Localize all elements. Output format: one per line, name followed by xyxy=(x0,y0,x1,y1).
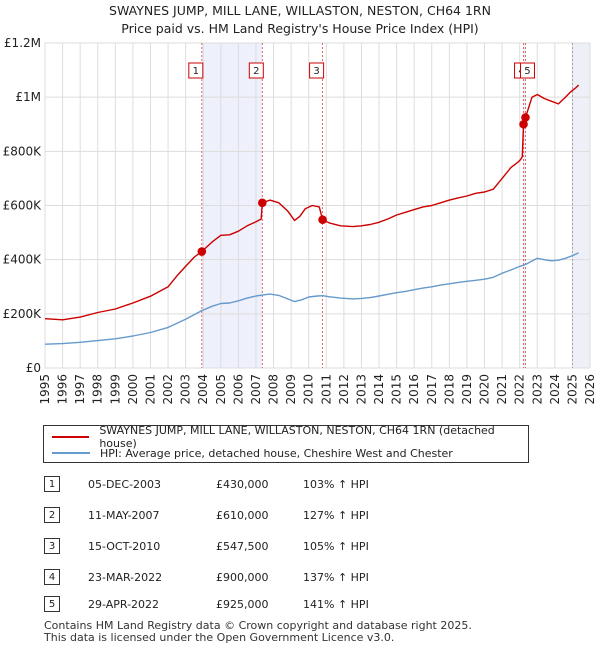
sale-marker-label: 2 xyxy=(253,66,259,77)
sale-point xyxy=(197,247,207,256)
sale-price: £610,000 xyxy=(216,509,269,522)
sale-number-badge: 5 xyxy=(44,596,60,612)
table-row: 2 11-MAY-2007 £610,000 127% ↑ HPI xyxy=(44,507,444,525)
footer-line-1: Contains HM Land Registry data © Crown c… xyxy=(44,619,472,632)
x-tick-label: 2021 xyxy=(495,374,509,405)
sale-point xyxy=(257,198,267,208)
x-tick-label: 2026 xyxy=(583,374,597,405)
x-tick-label: 2023 xyxy=(530,374,544,405)
sale-date: 23-MAR-2022 xyxy=(88,571,163,584)
x-tick-label: 2018 xyxy=(442,374,456,405)
sale-hpi-change: 141% ↑ HPI xyxy=(303,598,369,611)
title-line-1: SWAYNES JUMP, MILL LANE, WILLASTON, NEST… xyxy=(109,3,491,18)
x-tick-label: 2004 xyxy=(196,374,210,405)
sale-date: 29-APR-2022 xyxy=(88,598,160,611)
price-chart: £0£200K£400K£600K£800K£1M£1.2M 1995 1996 1… xyxy=(3,36,597,405)
sale-number-badge: 4 xyxy=(44,569,60,585)
x-tick-label: 2017 xyxy=(425,374,439,405)
x-tick-label: 2025 xyxy=(565,374,579,405)
x-tick-label: 2008 xyxy=(267,374,281,405)
x-tick-label: 2007 xyxy=(249,374,263,405)
sale-marker-label: 3 xyxy=(313,66,319,77)
x-tick-label: 2022 xyxy=(513,374,527,405)
table-row: 1 05-DEC-2003 £430,000 103% ↑ HPI xyxy=(44,476,444,494)
y-tick-label: £0 xyxy=(26,361,41,375)
legend-label-hpi: HPI: Average price, detached house, Ches… xyxy=(100,446,453,460)
x-tick-label: 2011 xyxy=(319,374,333,405)
property-series-line xyxy=(44,84,580,321)
sale-number-marker: 2 xyxy=(248,62,264,79)
sale-marker-label: 1 xyxy=(193,66,199,77)
x-tick-label: 2005 xyxy=(214,374,228,405)
sale-marker-label: 5 xyxy=(524,66,530,77)
sale-price: £430,000 xyxy=(216,478,269,491)
x-tick-label: 2012 xyxy=(337,374,351,405)
sale-date: 05-DEC-2003 xyxy=(88,478,162,491)
legend-swatch-property xyxy=(52,436,90,438)
x-tick-label: 1995 xyxy=(38,374,52,405)
x-tick-label: 1997 xyxy=(73,374,87,405)
x-tick-label: 1998 xyxy=(91,374,105,405)
sale-date: 15-OCT-2010 xyxy=(88,540,161,553)
sale-marker-box xyxy=(188,62,204,79)
legend-label-property: SWAYNES JUMP, MILL LANE, WILLASTON, NEST… xyxy=(99,424,495,450)
sale-number-badge: 1 xyxy=(44,476,60,492)
y-tick-label: £200K xyxy=(3,307,43,321)
legend-item-hpi: HPI: Average price, detached house, Ches… xyxy=(52,445,453,461)
y-tick-label: £400K xyxy=(3,253,43,267)
x-tick-label: 2000 xyxy=(126,374,140,405)
sale-number-marker: 1 xyxy=(188,62,204,79)
sale-marker-box xyxy=(309,62,325,79)
title-line-2: Price paid vs. HM Land Registry's House … xyxy=(121,21,479,36)
x-tick-label: 1996 xyxy=(56,374,70,405)
sale-hpi-change: 105% ↑ HPI xyxy=(303,540,369,553)
x-tick-label: 2006 xyxy=(231,374,245,405)
sale-hpi-change: 103% ↑ HPI xyxy=(303,478,369,491)
y-tick-label: £800K xyxy=(3,144,43,158)
sale-point xyxy=(521,113,530,122)
sale-price: £547,500 xyxy=(216,540,269,553)
x-tick-label: 2020 xyxy=(478,374,492,405)
x-tick-label: 2016 xyxy=(407,374,421,405)
legend: SWAYNES JUMP, MILL LANE, WILLASTON, NEST… xyxy=(43,424,529,463)
sale-price: £925,000 xyxy=(216,598,269,611)
sale-price: £900,000 xyxy=(216,571,269,584)
legend-item-property: SWAYNES JUMP, MILL LANE, WILLASTON, NEST… xyxy=(52,424,528,450)
x-tick-label: 2002 xyxy=(161,374,175,405)
sale-marker-box xyxy=(248,62,264,79)
table-row: 5 29-APR-2022 £925,000 141% ↑ HPI xyxy=(44,596,444,614)
x-tick-label: 2015 xyxy=(390,374,404,405)
y-tick-label: £1.2M xyxy=(4,36,41,50)
plot-frame xyxy=(44,42,591,369)
x-tick-label: 2001 xyxy=(143,374,157,405)
x-tick-label: 2024 xyxy=(548,374,562,405)
sale-number-badge: 2 xyxy=(44,507,60,523)
x-tick-label: 2009 xyxy=(284,374,298,405)
y-tick-label: £600K xyxy=(3,199,43,213)
sale-number-marker: 3 xyxy=(309,62,325,79)
sale-number-marker: 5 xyxy=(519,62,535,79)
table-row: 4 23-MAR-2022 £900,000 137% ↑ HPI xyxy=(44,569,444,587)
footer-notice: Contains HM Land Registry data © Crown c… xyxy=(44,620,472,644)
hpi-series-line xyxy=(44,252,579,345)
x-tick-label: 2010 xyxy=(302,374,316,405)
legend-swatch-hpi xyxy=(52,452,90,454)
y-tick-label: £1M xyxy=(15,90,41,104)
x-tick-label: 2019 xyxy=(460,374,474,405)
footer-line-2: This data is licensed under the Open Gov… xyxy=(44,631,395,644)
x-tick-label: 2013 xyxy=(354,374,368,405)
sale-date: 11-MAY-2007 xyxy=(88,509,160,522)
x-tick-label: 1999 xyxy=(108,374,122,405)
chart-title: SWAYNES JUMP, MILL LANE, WILLASTON, NEST… xyxy=(0,2,600,38)
table-row: 3 15-OCT-2010 £547,500 105% ↑ HPI xyxy=(44,538,444,556)
sale-hpi-change: 137% ↑ HPI xyxy=(303,571,369,584)
sale-point xyxy=(318,215,327,225)
sale-number-badge: 3 xyxy=(44,538,60,554)
x-tick-label: 2014 xyxy=(372,374,386,405)
x-tick-label: 2003 xyxy=(179,374,193,405)
sale-hpi-change: 127% ↑ HPI xyxy=(303,509,369,522)
sale-marker-box xyxy=(519,62,535,79)
